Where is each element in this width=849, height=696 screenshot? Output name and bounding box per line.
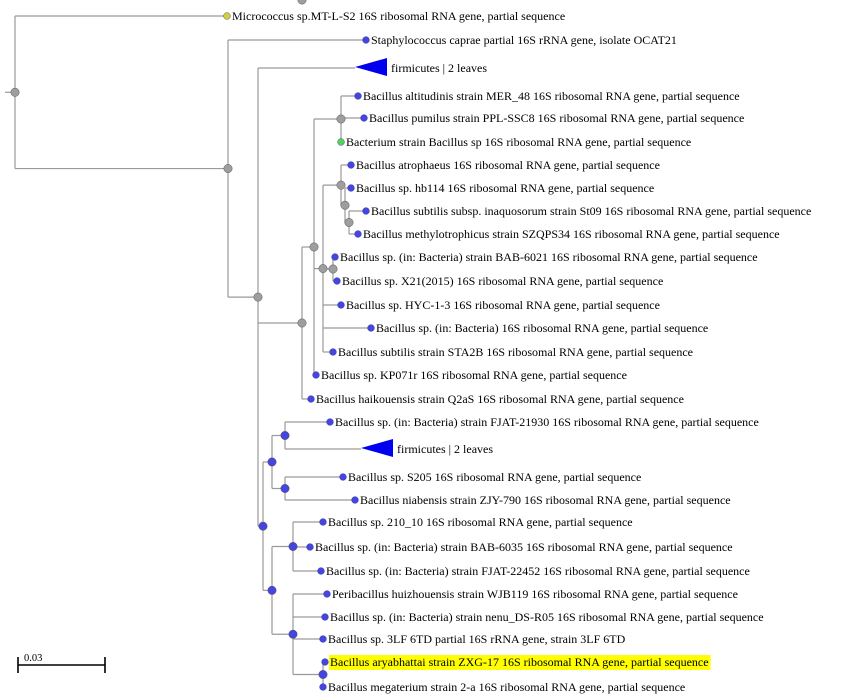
tip-node[interactable] [317, 567, 325, 575]
tip-label[interactable]: Bacillus altitudinis strain MER_48 16S r… [363, 89, 740, 103]
internal-node [258, 521, 268, 531]
internal-node [328, 264, 338, 274]
tip-label-highlighted[interactable]: Bacillus aryabhattai strain ZXG-17 16S r… [330, 655, 709, 669]
tip-node[interactable] [321, 658, 329, 666]
tip-node[interactable] [319, 518, 327, 526]
tip-highlights [329, 655, 711, 670]
tip-label[interactable]: Bacillus sp. (in: Bacteria) 16S ribosoma… [376, 321, 708, 335]
scale-bar-label: 0.03 [24, 653, 42, 664]
tip-node[interactable] [360, 114, 368, 122]
tip-label[interactable]: Bacillus megaterium strain 2-a 16S ribos… [328, 680, 685, 694]
tip-label[interactable]: Peribacillus huizhouensis strain WJB119 … [332, 587, 738, 601]
tip-label[interactable]: Bacillus atrophaeus 16S ribosomal RNA ge… [356, 158, 660, 172]
tip-label[interactable]: Staphylococcus caprae partial 16S rRNA g… [371, 33, 677, 47]
tip-node[interactable] [337, 138, 345, 146]
internal-node [309, 242, 319, 252]
tip-labels: Micrococcus sp.MT-L-S2 16S ribosomal RNA… [232, 9, 811, 694]
tip-node[interactable] [347, 184, 355, 192]
internal-node [336, 114, 346, 124]
tip-label[interactable]: Bacillus methylotrophicus strain SZQPS34… [363, 227, 780, 241]
tip-node[interactable] [323, 590, 331, 598]
tip-label[interactable]: Bacillus niabensis strain ZJY-790 16S ri… [360, 493, 731, 507]
tip-label[interactable]: Bacillus subtilis subsp. inaquosorum str… [371, 204, 811, 218]
tip-node[interactable] [362, 207, 370, 215]
tip-node[interactable] [354, 230, 362, 238]
tip-node[interactable] [307, 395, 315, 403]
tree-branches [5, 15, 371, 687]
internal-node [318, 264, 328, 274]
tip-label[interactable]: Bacillus sp. (in: Bacteria) strain BAB-6… [340, 250, 758, 264]
internal-node [288, 629, 298, 639]
tip-label[interactable]: Bacillus sp. (in: Bacteria) strain nenu_… [330, 610, 764, 624]
tip-node[interactable] [223, 12, 231, 20]
tip-node[interactable] [367, 324, 375, 332]
tip-highlight [329, 655, 711, 670]
internal-node [10, 87, 20, 97]
tip-label[interactable]: Bacillus sp. X21(2015) 16S ribosomal RNA… [342, 274, 663, 288]
tip-label[interactable]: Bacillus sp. (in: Bacteria) strain BAB-6… [315, 540, 733, 554]
tip-label[interactable]: Bacillus haikouensis strain Q2aS 16S rib… [316, 392, 684, 406]
internal-node [318, 670, 328, 679]
internal-node [267, 585, 277, 595]
tip-node[interactable] [362, 36, 370, 44]
tip-label[interactable]: Bacillus sp. 3LF 6TD partial 16S rRNA ge… [328, 632, 626, 646]
tip-label[interactable]: Bacillus sp. 210_10 16S ribosomal RNA ge… [328, 515, 633, 529]
tip-label[interactable]: firmicutes | 2 leaves [397, 442, 493, 456]
tip-node[interactable] [326, 418, 334, 426]
internal-node [253, 292, 263, 302]
internal-node [297, 318, 307, 328]
internal-node [340, 200, 350, 210]
tip-node[interactable] [333, 277, 341, 285]
tip-label[interactable]: Bacillus subtilis strain STA2B 16S ribos… [338, 345, 693, 359]
tip-label[interactable]: Bacillus sp. (in: Bacteria) strain FJAT-… [326, 564, 750, 578]
internal-node [288, 542, 298, 551]
internal-node [280, 484, 290, 493]
tip-node[interactable] [337, 301, 345, 309]
collapsed-clades [355, 58, 393, 457]
tip-node[interactable] [306, 543, 314, 551]
tip-label[interactable]: Micrococcus sp.MT-L-S2 16S ribosomal RNA… [232, 9, 565, 23]
tip-node[interactable] [347, 161, 355, 169]
tree-nodes [10, 0, 375, 691]
tip-node[interactable] [351, 496, 359, 504]
internal-node [280, 431, 290, 440]
internal-node [223, 164, 233, 173]
internal-node [344, 218, 354, 227]
tip-label[interactable]: Bacillus sp. (in: Bacteria) strain FJAT-… [335, 415, 759, 429]
tip-node[interactable] [339, 473, 347, 481]
tip-label[interactable]: Bacillus sp. S205 16S ribosomal RNA gene… [348, 470, 641, 484]
internal-node [297, 0, 307, 5]
tip-node[interactable] [331, 253, 339, 261]
tip-node[interactable] [319, 683, 327, 691]
internal-node [267, 457, 277, 467]
tip-node[interactable] [329, 348, 337, 356]
internal-node [336, 180, 346, 190]
tip-label[interactable]: Bacillus pumilus strain PPL-SSC8 16S rib… [369, 111, 744, 125]
tip-node[interactable] [354, 92, 362, 100]
tip-label[interactable]: Bacillus sp. hb114 16S ribosomal RNA gen… [356, 181, 654, 195]
collapsed-clade-triangle[interactable] [361, 439, 393, 457]
tip-label[interactable]: Bacillus sp. HYC-1-3 16S ribosomal RNA g… [346, 298, 660, 312]
tip-node[interactable] [319, 635, 327, 643]
tip-label[interactable]: Bacillus sp. KP071r 16S ribosomal RNA ge… [321, 368, 627, 382]
scale-bar: 0.03 [17, 653, 106, 673]
tip-label[interactable]: firmicutes | 2 leaves [391, 61, 487, 75]
tip-node[interactable] [312, 371, 320, 379]
tip-label[interactable]: Bacterium strain Bacillus sp 16S ribosom… [346, 135, 691, 149]
tip-node[interactable] [321, 613, 329, 621]
collapsed-clade-triangle[interactable] [355, 58, 387, 76]
